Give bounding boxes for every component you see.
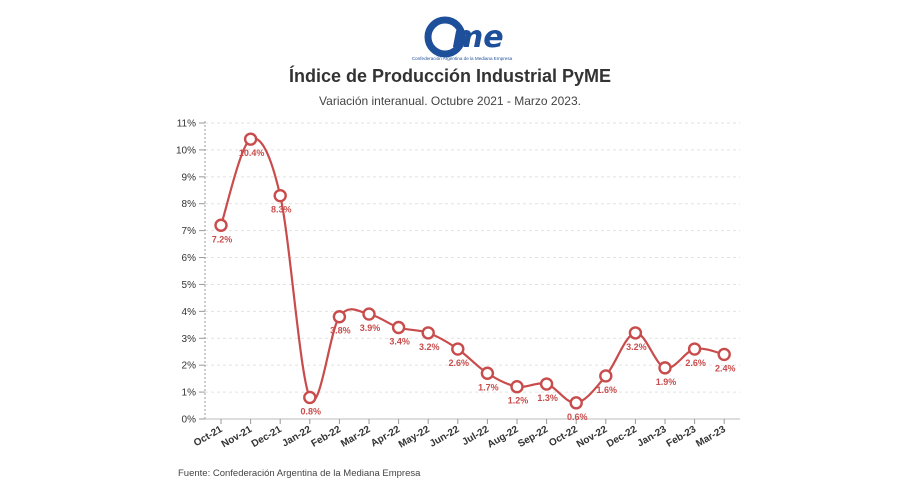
- data-label: 10.4%: [239, 148, 265, 158]
- data-point: [362, 307, 376, 321]
- data-point: [717, 347, 731, 362]
- data-point: [658, 361, 672, 375]
- data-label: 1.9%: [656, 377, 677, 387]
- data-point: [451, 342, 465, 356]
- data-label: 2.4%: [715, 363, 736, 373]
- data-point: [539, 377, 554, 391]
- y-tick-label: 9%: [182, 172, 197, 183]
- x-tick-label: Oct-21: [192, 424, 225, 449]
- x-tick-label: Nov-21: [220, 424, 255, 450]
- x-tick-label: Dec-21: [250, 424, 284, 450]
- data-label: 0.6%: [567, 412, 588, 422]
- data-point: [214, 218, 228, 232]
- data-label: 1.3%: [537, 393, 558, 403]
- data-point: [510, 380, 524, 394]
- x-tick-label: Feb-23: [665, 424, 699, 450]
- y-tick-label: 10%: [176, 145, 196, 156]
- y-tick-label: 7%: [182, 226, 197, 237]
- data-label: 3.8%: [330, 326, 351, 336]
- y-tick-label: 8%: [182, 199, 197, 210]
- x-tick-label: Sep-22: [516, 424, 550, 450]
- chart-subtitle: Variación interanual. Octubre 2021 - Mar…: [319, 94, 581, 108]
- came-logo: me Confederación Argentina de la Mediana…: [412, 16, 513, 61]
- x-tick-label: Aug-22: [486, 424, 521, 451]
- x-tick-label: Mar-22: [339, 424, 373, 450]
- y-tick-label: 11%: [177, 119, 196, 130]
- y-tick-label: 6%: [182, 253, 197, 264]
- data-label: 2.6%: [685, 358, 706, 368]
- data-label: 2.6%: [449, 358, 470, 368]
- data-point: [421, 326, 435, 340]
- data-point: [243, 132, 258, 146]
- x-tick-label: May-22: [397, 424, 432, 451]
- y-axis: 0% 1% 2% 3% 4% 5% 6% 7% 8% 9% 10% 11%: [176, 119, 206, 426]
- data-point: [599, 369, 613, 383]
- data-label: 1.2%: [508, 396, 529, 406]
- logo-wordmark: me: [452, 20, 504, 55]
- data-label: 8.3%: [271, 205, 292, 215]
- grid-lines: [205, 122, 740, 420]
- logo-subtext: Confederación Argentina de la Mediana Em…: [412, 56, 513, 61]
- data-label: 3.4%: [389, 337, 410, 347]
- data-label: 3.2%: [626, 342, 647, 352]
- data-label: 0.8%: [301, 406, 322, 416]
- x-tick-label: Nov-22: [575, 424, 610, 450]
- y-tick-label: 4%: [182, 307, 197, 318]
- series-path: [219, 137, 725, 404]
- data-point: [480, 366, 495, 380]
- x-tick-label: Oct-22: [547, 424, 580, 449]
- data-label: 7.2%: [212, 234, 233, 244]
- data-labels: 7.2% 10.4% 8.3% 0.8% 3.8% 3.9% 3.4% 3.2% 2.6% 1.7…: [212, 148, 736, 422]
- series-line: [219, 137, 725, 404]
- x-tick-label: Jan-22: [280, 424, 313, 450]
- data-label: 3.9%: [360, 323, 381, 333]
- x-tick-label: Dec-22: [605, 424, 639, 450]
- y-tick-label: 1%: [182, 388, 197, 399]
- data-point: [687, 342, 702, 356]
- data-point: [628, 326, 643, 340]
- y-tick-label: 2%: [182, 361, 197, 372]
- x-tick-label: Jun-22: [428, 424, 462, 450]
- data-point: [332, 310, 347, 324]
- x-tick-label: Feb-22: [309, 424, 343, 450]
- data-points: [214, 132, 731, 410]
- x-tick-label: Apr-22: [369, 424, 402, 450]
- source-note: Fuente: Confederación Argentina de la Me…: [178, 468, 421, 479]
- y-tick-label: 0%: [182, 415, 197, 426]
- x-tick-label: Jan-23: [636, 424, 669, 450]
- data-point: [273, 188, 287, 203]
- data-label: 1.7%: [478, 382, 499, 392]
- data-label: 1.6%: [597, 385, 618, 395]
- data-label: 3.2%: [419, 342, 440, 352]
- data-point: [303, 390, 317, 405]
- chart-title: Índice de Producción Industrial PyME: [288, 66, 612, 86]
- x-tick-label: Mar-23: [694, 424, 728, 450]
- y-tick-label: 5%: [182, 280, 197, 291]
- data-point: [391, 320, 406, 335]
- y-tick-label: 3%: [182, 334, 197, 345]
- x-axis: Oct-21Nov-21Dec-21Jan-22Feb-22Mar-22Apr-…: [192, 418, 740, 451]
- data-point: [569, 396, 583, 410]
